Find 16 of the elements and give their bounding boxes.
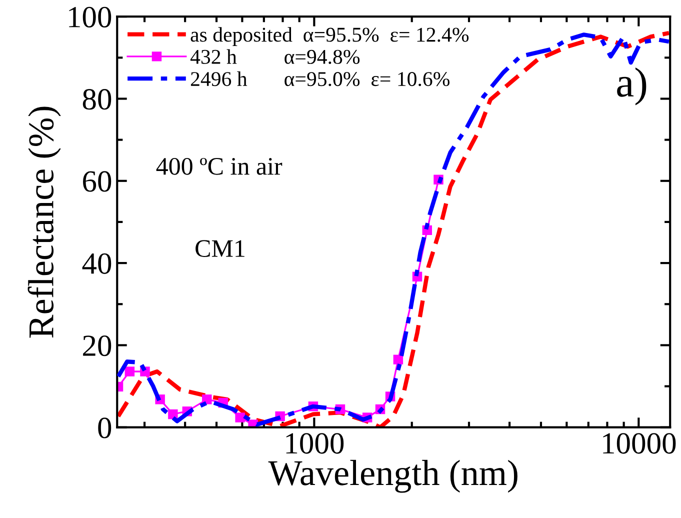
- legend-label: 432 h α=94.8%: [190, 49, 360, 64]
- y-axis-title: Reflectance (%): [28, 106, 61, 338]
- annotation: 400 ºC in air: [156, 158, 282, 175]
- legend-label: as deposited α=95.5% ε= 12.4%: [190, 27, 469, 46]
- x-tick-label: 1000: [286, 433, 344, 454]
- y-tick-label: 100: [69, 6, 112, 28]
- x-axis-title: Wavelength (nm): [268, 460, 518, 493]
- annotation: a): [617, 68, 646, 106]
- y-tick-label: 40: [82, 253, 112, 274]
- y-tick-label: 60: [83, 171, 112, 192]
- y-tick-label: 0: [98, 418, 112, 438]
- x-tick-label: 10000: [603, 433, 676, 454]
- y-tick-label: 20: [83, 335, 112, 356]
- legend-label: 2496 h α=95.0% ε= 10.6%: [190, 71, 450, 86]
- annotation: CM1: [196, 240, 244, 257]
- y-tick-label: 80: [82, 89, 112, 110]
